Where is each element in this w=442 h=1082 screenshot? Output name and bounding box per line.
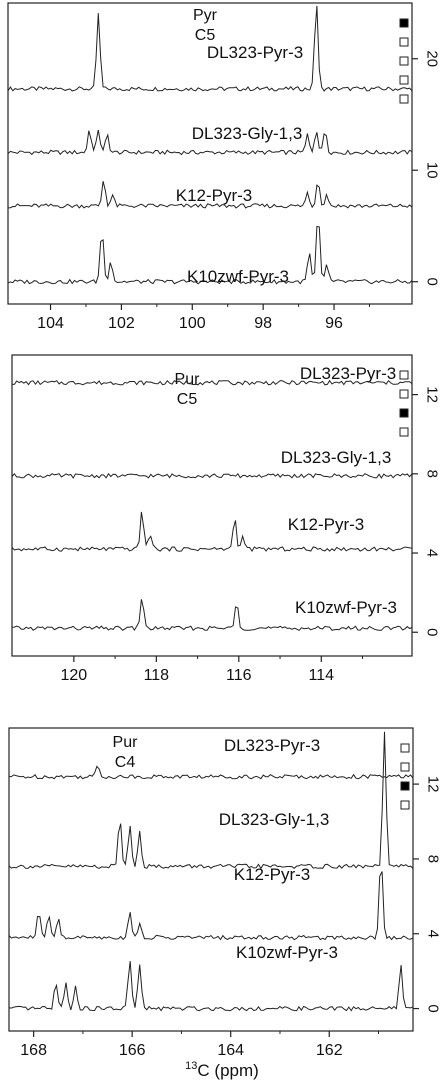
y-tick-label: 10: [424, 162, 441, 179]
legend-marker-open: [399, 427, 409, 437]
legend-marker-open: [399, 370, 409, 380]
legend-marker-open: [400, 743, 410, 753]
series-label: DL323-Pyr-3: [224, 736, 320, 755]
x-tick-label: 104: [37, 315, 64, 332]
x-tick-label: 102: [108, 315, 135, 332]
y-tick-label: 12: [424, 386, 441, 403]
series-label: DL323-Gly-1,3: [192, 124, 303, 143]
y-tick-label: 0: [425, 1004, 442, 1012]
spectrum-k10zwf-pyr-3: [7, 225, 413, 285]
series-label: K10zwf-Pyr-3: [187, 267, 289, 286]
y-tick-label: 0: [424, 278, 441, 286]
legend-marker-open: [399, 56, 409, 66]
nucleus-annotation: Pur: [175, 371, 201, 388]
legend-marker-open: [400, 800, 410, 810]
x-tick-label: 116: [226, 667, 252, 684]
x-tick-label: 164: [217, 1042, 244, 1059]
spectrum-k12-pyr-3: [8, 871, 414, 941]
y-tick-label: 20: [424, 50, 441, 67]
x-tick-label: 100: [179, 315, 206, 332]
series-label: DL323-Pyr-3: [207, 43, 303, 62]
legend-marker-filled: [400, 781, 410, 791]
x-tick-label: 168: [20, 1042, 47, 1059]
legend-marker-open: [399, 94, 409, 104]
series-label: DL323-Gly-1,3: [219, 810, 330, 829]
panel-middle: 120 118 116 114 0 4 8 12 Pur C5 DL323-Pyr-3 DL323-G…: [11, 354, 441, 684]
series-label: DL323-Pyr-3: [300, 364, 396, 383]
nucleus-annotation: Pur: [113, 734, 139, 751]
spectrum-dl323-pyr-3: [11, 379, 413, 386]
legend-marker-filled: [399, 18, 409, 28]
plot-frame: [11, 354, 413, 657]
spectrum-dl323-gly-1-3: [11, 472, 413, 479]
nucleus-annotation: C4: [115, 754, 136, 771]
legend-marker-open: [399, 389, 409, 399]
y-tick-label: 8: [424, 470, 441, 478]
x-tick-label: 114: [309, 667, 335, 684]
spectrum-dl323-gly-1-3: [8, 731, 414, 870]
x-tick-label: 96: [325, 315, 343, 332]
spectrum-k12-pyr-3: [7, 181, 413, 209]
x-axis-label: 13C (ppm): [185, 1060, 259, 1080]
nucleus-annotation: Pyr: [193, 7, 218, 24]
series-label: K12-Pyr-3: [176, 186, 253, 205]
panel-bottom: 168 166 164 162 0 4 8 12 Pur C4 DL323-Pyr-3 DL323-G…: [8, 727, 442, 1059]
x-tick-label: 98: [254, 315, 272, 332]
y-tick-label: 0: [424, 628, 441, 636]
y-tick-label: 8: [425, 855, 442, 863]
series-label: K10zwf-Pyr-3: [236, 943, 338, 962]
spectrum-dl323-pyr-3: [9, 765, 414, 780]
spectrum-dl323-pyr-3: [7, 5, 413, 92]
spectrum-k12-pyr-3: [11, 511, 413, 553]
spectrum-k10zwf-pyr-3: [11, 599, 413, 632]
x-tick-label: 166: [119, 1042, 146, 1059]
x-tick-label: 118: [144, 667, 170, 684]
spectrum-k10zwf-pyr-3: [8, 961, 414, 1012]
y-tick-label: 4: [424, 549, 441, 557]
legend-marker-filled: [399, 408, 409, 418]
x-tick-label: 120: [61, 667, 88, 684]
y-tick-label: 12: [425, 776, 442, 793]
series-label: K12-Pyr-3: [288, 515, 365, 534]
plot-frame: [8, 727, 414, 1032]
spectrum-dl323-gly-1-3: [7, 129, 413, 156]
nucleus-annotation: C5: [177, 391, 198, 408]
legend-marker-open: [399, 75, 409, 85]
legend-marker-open: [399, 37, 409, 47]
x-tick-label: 162: [316, 1042, 343, 1059]
series-label: DL323-Gly-1,3: [281, 448, 392, 467]
legend-marker-open: [400, 762, 410, 772]
series-label: K10zwf-Pyr-3: [295, 598, 397, 617]
series-label: K12-Pyr-3: [234, 865, 311, 884]
nucleus-annotation: C5: [195, 27, 216, 44]
y-tick-label: 4: [425, 930, 442, 938]
